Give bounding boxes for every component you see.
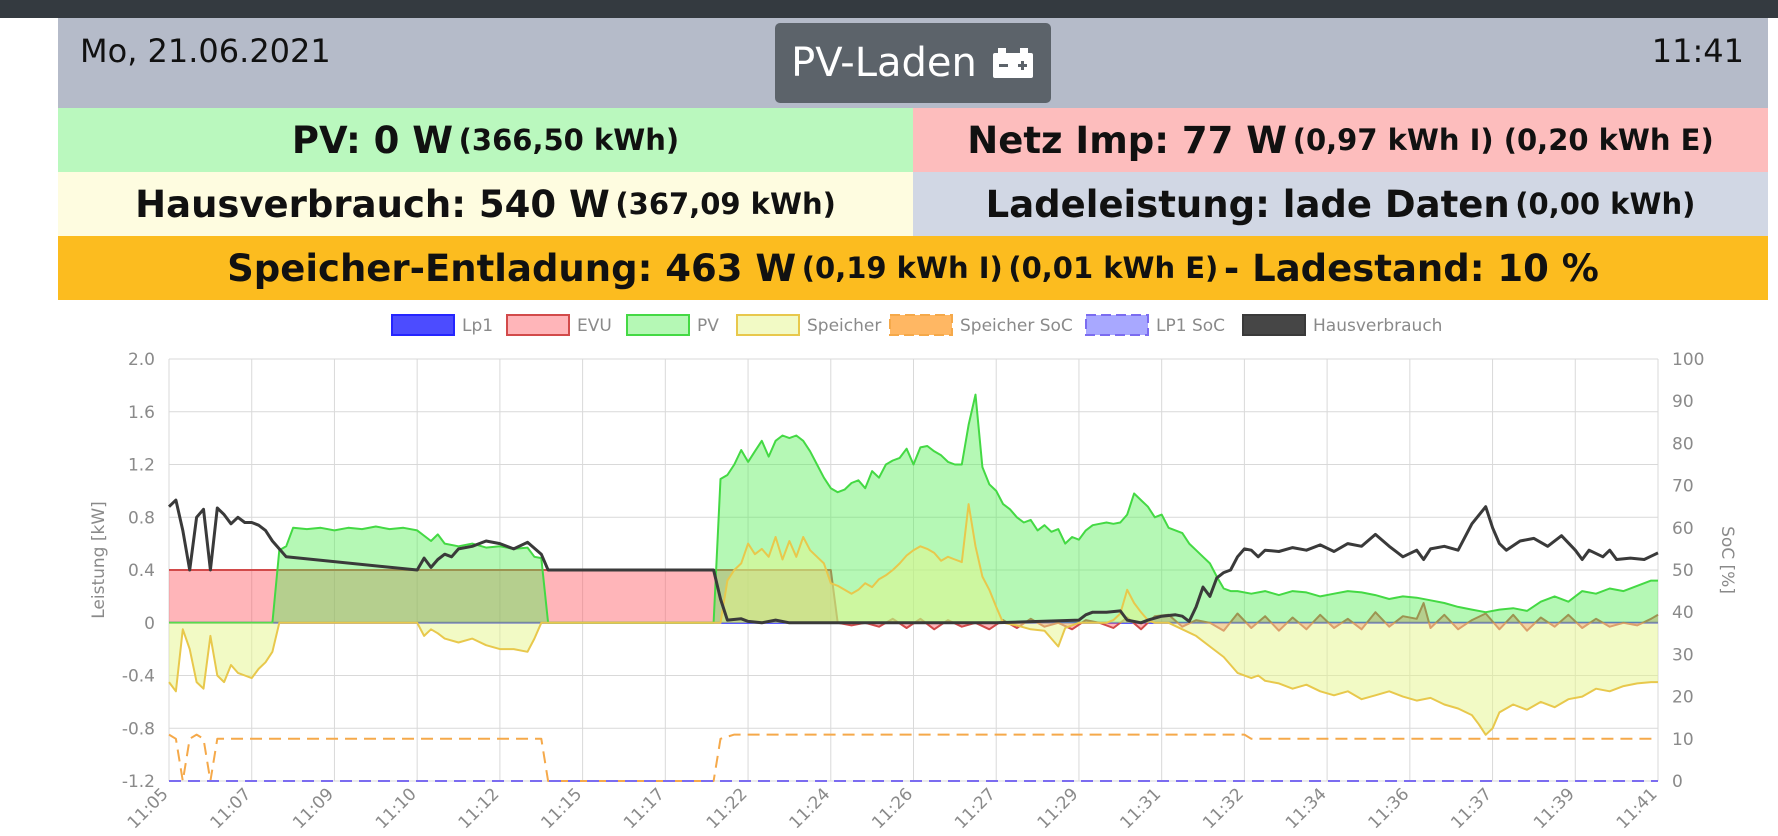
x-tick-label: 11:07: [206, 784, 255, 833]
pv-tile: PV: 0 W (366,50 kWh): [58, 108, 913, 172]
top-bar: [0, 0, 1778, 18]
x-tick-label: 11:15: [537, 784, 586, 833]
power-chart: 2.01.61.20.80.40-0.4-0.8-1.2100908070605…: [89, 314, 1737, 833]
legend-swatch: [391, 314, 455, 336]
storage-tile: Speicher-Entladung: 463 W (0,19 kWh I) (…: [58, 236, 1768, 300]
y2-tick-label: 40: [1672, 603, 1694, 623]
y-tick-label: -0.8: [122, 719, 155, 739]
legend-item-hausverbrauch[interactable]: Hausverbrauch: [1242, 314, 1442, 336]
legend-swatch: [889, 314, 953, 336]
storage-energy-export: (0,01 kWh E): [1008, 251, 1219, 285]
status-header: Mo, 21.06.2021 PV-Laden 11:41: [58, 18, 1768, 108]
pv-power: PV: 0 W: [291, 118, 454, 162]
y-tick-label: 1.6: [128, 403, 155, 423]
legend-swatch: [736, 314, 800, 336]
y2-tick-label: 20: [1672, 688, 1694, 708]
y-tick-label: -1.2: [122, 772, 155, 792]
y2-tick-label: 90: [1672, 392, 1694, 412]
grid-power: Netz Imp: 77 W: [967, 118, 1288, 162]
house-tile: Hausverbrauch: 540 W (367,09 kWh): [58, 172, 913, 236]
y-tick-label: 0.4: [128, 561, 155, 581]
y2-axis-title: SoC [%]: [1717, 526, 1737, 594]
battery-icon: [992, 48, 1033, 78]
legend-label: EVU: [577, 316, 612, 336]
legend-swatch: [1242, 314, 1306, 336]
y2-tick-label: 60: [1672, 519, 1694, 539]
y2-tick-label: 70: [1672, 477, 1694, 497]
y-tick-label: 0: [144, 614, 155, 634]
y2-tick-label: 50: [1672, 561, 1694, 581]
legend-swatch: [1085, 314, 1149, 336]
legend-label: Speicher: [807, 316, 881, 336]
x-tick-label: 11:36: [1365, 784, 1414, 833]
current-time: 11:41: [1651, 32, 1744, 70]
y-tick-label: -0.4: [122, 667, 155, 687]
series-line-speicher: [168, 503, 1658, 736]
x-tick-label: 11:17: [620, 784, 669, 833]
legend-label: LP1 SoC: [1156, 316, 1225, 336]
house-power: Hausverbrauch: 540 W: [135, 182, 610, 226]
x-tick-label: 11:22: [703, 784, 752, 833]
legend-label: Hausverbrauch: [1313, 316, 1442, 336]
series-line-speicher-soc: [168, 733, 1658, 782]
x-tick-label: 11:10: [372, 784, 421, 833]
storage-power: Speicher-Entladung: 463 W: [227, 246, 797, 290]
storage-soc: - Ladestand: 10 %: [1223, 246, 1599, 290]
x-tick-label: 11:34: [1282, 784, 1331, 833]
x-tick-label: 11:26: [868, 784, 917, 833]
y2-tick-label: 80: [1672, 434, 1694, 454]
legend-swatch: [506, 314, 570, 336]
y2-tick-label: 0: [1672, 772, 1683, 792]
legend-label: PV: [697, 316, 719, 336]
y-tick-label: 0.8: [128, 508, 155, 528]
charge-mode-label: PV-Laden: [791, 40, 977, 86]
series-line-pv: [169, 393, 1658, 624]
y-axis-title: Leistung [kW]: [89, 501, 109, 619]
x-tick-label: 11:39: [1530, 784, 1579, 833]
legend-item-lp1-soc[interactable]: LP1 SoC: [1085, 314, 1225, 336]
pv-energy: (366,50 kWh): [458, 123, 680, 157]
charge-energy: (0,00 kWh): [1515, 187, 1696, 221]
legend-swatch: [626, 314, 690, 336]
y2-tick-label: 10: [1672, 730, 1694, 750]
charge-mode-button[interactable]: PV-Laden: [775, 23, 1051, 103]
x-tick-label: 11:27: [951, 784, 1000, 833]
series-area-speicher: [169, 504, 1658, 735]
y-tick-label: 2.0: [128, 350, 155, 370]
legend-label: Speicher SoC: [960, 316, 1073, 336]
legend-label: Lp1: [462, 316, 493, 336]
x-tick-label: 11:31: [1116, 784, 1165, 833]
y-tick-label: 1.2: [128, 456, 155, 476]
x-tick-label: 11:41: [1613, 784, 1662, 833]
storage-energy-import: (0,19 kWh I): [801, 251, 1003, 285]
series-line-hausverbrauch: [167, 498, 1659, 625]
house-energy: (367,09 kWh): [615, 187, 836, 221]
legend-item-lp1[interactable]: Lp1: [391, 314, 493, 336]
legend-item-evu[interactable]: EVU: [506, 314, 612, 336]
y2-tick-label: 100: [1672, 350, 1704, 370]
grid-tile: Netz Imp: 77 W (0,97 kWh I) (0,20 kWh E): [913, 108, 1768, 172]
current-date: Mo, 21.06.2021: [80, 32, 331, 70]
x-tick-label: 11:37: [1447, 784, 1496, 833]
legend-item-speicher-soc[interactable]: Speicher SoC: [889, 314, 1073, 336]
grid-energy: (0,97 kWh I) (0,20 kWh E): [1292, 123, 1714, 157]
charge-power: Ladeleistung: lade Daten: [985, 182, 1510, 226]
y2-tick-label: 30: [1672, 645, 1694, 665]
x-tick-label: 11:12: [455, 784, 504, 833]
x-tick-label: 11:24: [786, 784, 835, 833]
legend-item-pv[interactable]: PV: [626, 314, 719, 336]
x-tick-label: 11:32: [1199, 784, 1248, 833]
x-tick-label: 11:09: [289, 784, 338, 833]
x-tick-label: 11:29: [1034, 784, 1083, 833]
charge-power-tile: Ladeleistung: lade Daten (0,00 kWh): [913, 172, 1768, 236]
legend-item-speicher[interactable]: Speicher: [736, 314, 881, 336]
series-area-evu: [169, 570, 1658, 631]
